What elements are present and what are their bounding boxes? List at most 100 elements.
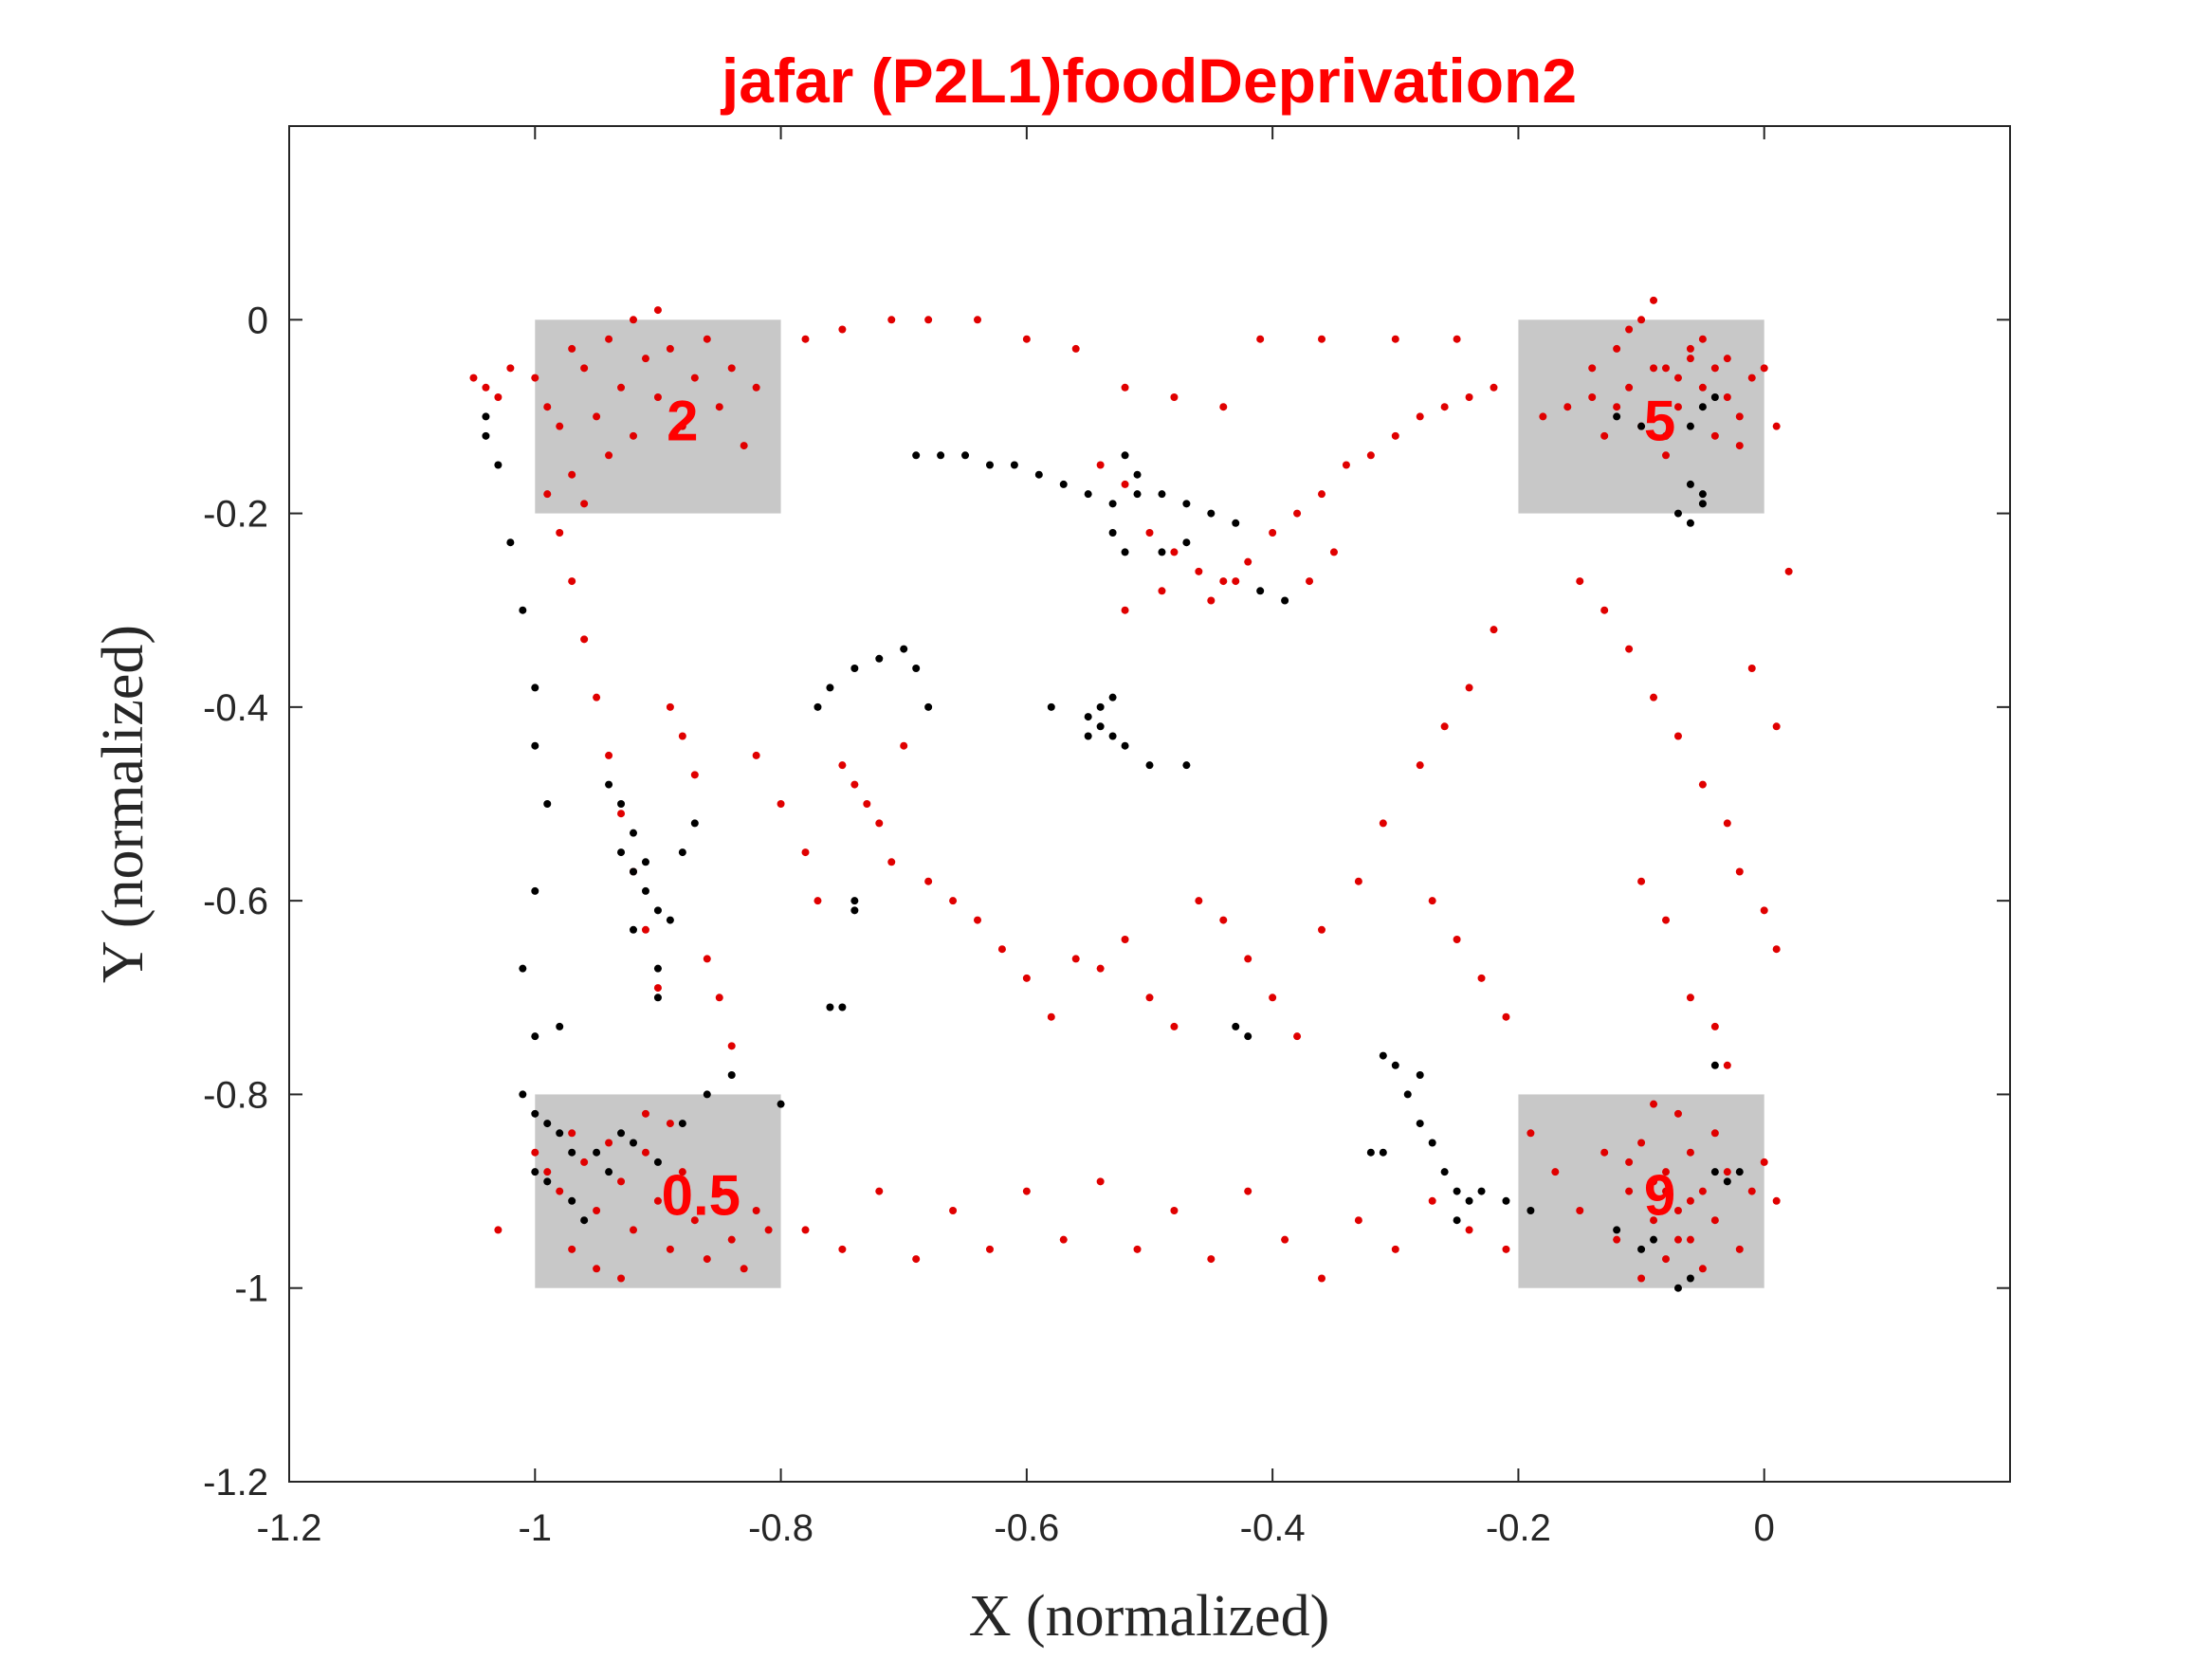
data-point [1673, 1284, 1682, 1292]
y-tick-label: -0.8 [203, 1074, 268, 1116]
data-point [1121, 383, 1129, 392]
data-point [580, 1158, 589, 1166]
data-point [580, 1216, 589, 1225]
data-point [801, 1226, 810, 1234]
data-point [1269, 529, 1277, 537]
data-point [1170, 548, 1179, 556]
data-point [1047, 702, 1055, 711]
data-point [506, 538, 515, 547]
data-point [617, 1177, 626, 1186]
data-point [1453, 1187, 1461, 1195]
data-point [1686, 344, 1694, 353]
data-point [1588, 393, 1597, 401]
data-point [838, 761, 847, 770]
data-point [1182, 538, 1191, 547]
data-point [1686, 1148, 1694, 1157]
data-point [1662, 431, 1670, 440]
data-point [641, 858, 649, 866]
data-point [1710, 1216, 1719, 1225]
data-point [1625, 1187, 1634, 1195]
data-point [568, 1196, 576, 1205]
data-point [1281, 596, 1289, 605]
data-point [1673, 403, 1682, 411]
data-point [1232, 1022, 1240, 1030]
data-point [1637, 422, 1646, 430]
data-point [838, 1245, 847, 1253]
data-point [1416, 761, 1424, 770]
data-point [1022, 1187, 1031, 1195]
data-point [568, 1245, 576, 1253]
data-point [568, 470, 576, 479]
data-point [1096, 461, 1105, 469]
zone-rect [1518, 1094, 1764, 1288]
data-point [1293, 509, 1302, 518]
data-point [1490, 383, 1498, 392]
data-point [630, 867, 637, 876]
data-point [519, 1090, 527, 1099]
data-point [912, 451, 921, 460]
chart-title: jafar (P2L1)foodDeprivation2 [720, 46, 1577, 116]
data-point [1121, 606, 1129, 614]
data-point [630, 1226, 637, 1234]
data-point [531, 1109, 539, 1118]
data-point [1108, 732, 1117, 740]
data-point [826, 1003, 834, 1012]
data-point [1673, 509, 1682, 518]
data-point [1121, 548, 1129, 556]
data-point [666, 702, 674, 711]
data-point [1490, 626, 1498, 634]
data-point [1735, 442, 1744, 450]
data-point [617, 1129, 626, 1138]
zone-label: 2 [667, 390, 698, 453]
data-point [703, 1090, 711, 1099]
data-point [1686, 480, 1694, 488]
data-point [937, 451, 945, 460]
data-point [1613, 1235, 1621, 1244]
data-point [531, 1168, 539, 1176]
data-point [1158, 490, 1166, 499]
data-point [1723, 1061, 1731, 1069]
data-point [863, 800, 871, 808]
data-point [850, 665, 859, 672]
data-point [752, 751, 760, 759]
data-point [924, 702, 933, 711]
data-point [912, 1255, 921, 1264]
data-point [678, 1168, 686, 1176]
data-point [1576, 577, 1584, 586]
data-point [690, 771, 699, 779]
data-point [494, 461, 503, 469]
data-point [531, 684, 539, 692]
data-point [1723, 819, 1731, 828]
data-point [1686, 422, 1694, 430]
data-point [715, 403, 723, 411]
data-point [1318, 925, 1325, 934]
data-point [1182, 500, 1191, 508]
data-point [1244, 557, 1252, 566]
data-point [593, 1207, 601, 1214]
data-point [666, 916, 674, 924]
data-point [482, 412, 490, 421]
data-point [494, 1226, 503, 1234]
data-point [1306, 577, 1314, 586]
data-point [1428, 1196, 1436, 1205]
data-point [1686, 519, 1694, 527]
data-point [531, 1148, 539, 1157]
data-point [1121, 451, 1129, 460]
x-tick-label: -0.2 [1486, 1507, 1551, 1549]
data-point [1108, 693, 1117, 702]
data-point [1232, 577, 1240, 586]
data-point [924, 316, 933, 324]
data-point [641, 886, 649, 895]
data-point [690, 374, 699, 382]
data-point [974, 916, 981, 924]
zone-label: 0.5 [662, 1164, 740, 1228]
data-point [1318, 1274, 1325, 1283]
y-tick-label: -1 [234, 1268, 268, 1310]
data-point [653, 393, 662, 401]
data-point [630, 829, 637, 837]
data-point [543, 1120, 552, 1128]
data-point [1698, 383, 1707, 392]
data-point [1698, 403, 1707, 411]
data-point [1662, 1187, 1670, 1195]
data-point [1342, 461, 1350, 469]
